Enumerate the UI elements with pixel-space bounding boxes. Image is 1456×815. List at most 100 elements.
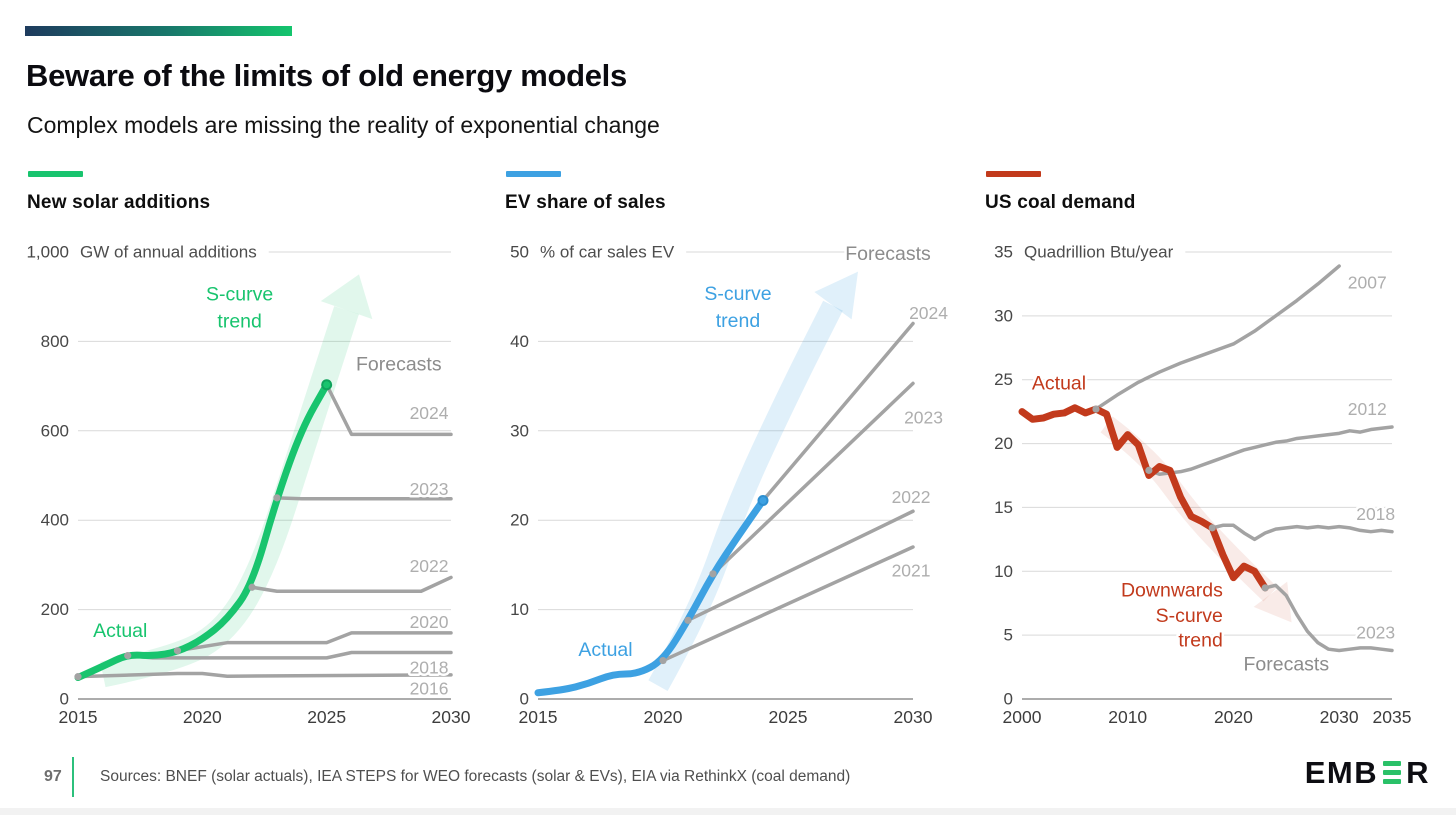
s-curve-label: S-curve xyxy=(704,283,771,305)
x-tick-label: 2030 xyxy=(894,707,933,727)
forecast-start-dot-2023 xyxy=(709,570,717,578)
x-tick-label: 2020 xyxy=(644,707,683,727)
forecast-line-2020 xyxy=(175,631,453,653)
header-accent-gradient-bar xyxy=(25,26,292,36)
actual-end-dot xyxy=(321,379,333,391)
forecast-line-2016 xyxy=(76,671,453,679)
y-tick-label: 25 xyxy=(994,370,1013,389)
x-tick-label: 2015 xyxy=(59,707,98,727)
forecast-line-2023 xyxy=(1263,583,1394,653)
y-tick-label: 15 xyxy=(994,498,1013,517)
trend-arrow-head xyxy=(320,274,373,320)
ember-logo-e-bars-icon xyxy=(1383,760,1402,785)
x-tick-label: 2020 xyxy=(183,707,222,727)
x-tick-label: 2030 xyxy=(432,707,471,727)
forecast-year-label-2023: 2023 xyxy=(1356,623,1395,643)
downwards-s-curve-label: S-curve xyxy=(1156,605,1223,627)
y-tick-label: 35 xyxy=(994,243,1013,262)
forecast-year-label-2020: 2020 xyxy=(410,612,449,632)
actual-end-dot xyxy=(757,495,769,507)
x-tick-label: 2025 xyxy=(307,707,346,727)
y-tick-label: 200 xyxy=(41,600,69,619)
downwards-s-curve-label: Downwards xyxy=(1121,579,1223,601)
y-tick-label: 1,000 xyxy=(26,243,69,262)
forecast-line-2024 xyxy=(761,321,915,503)
s-curve-label: trend xyxy=(217,310,261,332)
actual-label: Actual xyxy=(578,639,632,661)
forecasts-label: Forecasts xyxy=(356,354,442,376)
y-tick-label: 0 xyxy=(520,690,529,709)
y-tick-label: 10 xyxy=(994,562,1013,581)
footer-divider xyxy=(72,757,74,797)
y-tick-label: 10 xyxy=(510,600,529,619)
forecast-year-label-2024: 2024 xyxy=(909,303,948,323)
forecast-year-label-2023: 2023 xyxy=(410,479,449,499)
forecast-year-label-2016: 2016 xyxy=(410,678,449,698)
coal-legend-chip xyxy=(986,171,1041,177)
actual-label: Actual xyxy=(1032,373,1086,395)
y-tick-label: 20 xyxy=(510,511,529,530)
forecast-start-dot-2007 xyxy=(1092,405,1100,413)
forecast-line-2022 xyxy=(686,509,915,623)
forecast-start-dot-2023 xyxy=(1261,584,1269,592)
forecast-start-dot-2022 xyxy=(684,616,692,624)
y-tick-label: 600 xyxy=(41,421,69,440)
x-tick-label: 2025 xyxy=(769,707,808,727)
forecast-line-2007 xyxy=(1094,264,1341,411)
trend-arrow-head xyxy=(814,271,858,320)
forecast-start-dot-2018 xyxy=(1208,524,1216,532)
forecast-year-label-2021: 2021 xyxy=(892,560,931,580)
actual-line xyxy=(534,497,767,697)
forecast-year-label-2022: 2022 xyxy=(410,556,449,576)
solar-legend-chip xyxy=(28,171,83,177)
forecast-year-label-2018: 2018 xyxy=(410,657,449,677)
forecast-year-label-2023: 2023 xyxy=(904,407,943,427)
forecast-year-label-2007: 2007 xyxy=(1348,273,1387,293)
x-tick-label: 2020 xyxy=(1214,707,1253,727)
ember-logo-text-right: R xyxy=(1406,755,1430,790)
forecast-line-2023 xyxy=(711,381,915,576)
coal-chart-title: US coal demand xyxy=(985,192,1136,213)
ember-logo: EMB R xyxy=(1305,757,1430,788)
forecast-year-label-2018: 2018 xyxy=(1356,504,1395,524)
ev-legend-chip xyxy=(506,171,561,177)
forecast-start-dot-2023 xyxy=(273,494,281,502)
forecast-year-label-2024: 2024 xyxy=(410,403,449,423)
downwards-s-curve-label: trend xyxy=(1178,629,1222,651)
x-tick-label: 2000 xyxy=(1003,707,1042,727)
sources-text: Sources: BNEF (solar actuals), IEA STEPS… xyxy=(100,768,851,785)
y-axis-unit-label: Quadrillion Btu/year xyxy=(1024,243,1174,262)
x-tick-label: 2010 xyxy=(1108,707,1147,727)
forecast-line-2023 xyxy=(275,496,453,501)
y-axis-unit-label: % of car sales EV xyxy=(540,243,675,262)
y-tick-label: 40 xyxy=(510,332,529,351)
y-tick-label: 30 xyxy=(510,421,529,440)
y-axis-unit-label: GW of annual additions xyxy=(80,243,257,262)
s-curve-label: S-curve xyxy=(206,283,273,305)
forecasts-label: Forecasts xyxy=(1243,654,1329,676)
ev-chart-panel: EV share of sales 50 40 30 20 10 0 2015 2020 202… xyxy=(505,165,960,735)
forecast-line-2012 xyxy=(1147,425,1394,476)
forecast-start-dot-2016 xyxy=(74,673,82,681)
solar-chart-title: New solar additions xyxy=(27,192,211,213)
y-tick-label: 50 xyxy=(510,243,529,262)
y-tick-label: 800 xyxy=(41,332,69,351)
actual-label: Actual xyxy=(93,620,147,642)
x-tick-label: 2030 xyxy=(1320,707,1359,727)
forecast-start-dot-2020 xyxy=(173,647,182,655)
page-subtitle: Complex models are missing the reality o… xyxy=(27,112,660,138)
forecast-year-label-2012: 2012 xyxy=(1348,399,1387,419)
x-tick-label: 2015 xyxy=(519,707,558,727)
forecast-start-dot-2022 xyxy=(248,583,256,591)
forecast-line-2024 xyxy=(324,383,453,437)
forecast-start-dot-2012 xyxy=(1145,466,1153,474)
ember-logo-text-left: EMB xyxy=(1304,755,1379,790)
y-tick-label: 0 xyxy=(60,690,69,709)
page-title: Beware of the limits of old energy model… xyxy=(26,58,627,93)
ev-chart-title: EV share of sales xyxy=(505,192,666,213)
forecasts-label: Forecasts xyxy=(845,243,931,265)
forecast-start-dot-2018 xyxy=(124,652,132,660)
